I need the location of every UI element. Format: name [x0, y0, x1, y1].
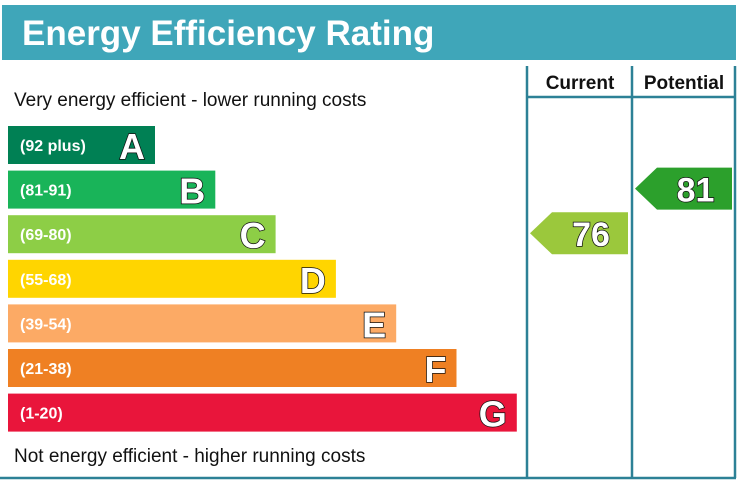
- band-f: (21-38) F: [8, 348, 457, 391]
- column-header-potential: Potential: [644, 73, 724, 94]
- band-range: (39-54): [20, 316, 72, 333]
- band-letter: E: [362, 304, 386, 345]
- current-rating-arrow: 76: [530, 212, 628, 255]
- band-bar: [8, 126, 155, 164]
- band-range: (81-91): [20, 183, 72, 200]
- current-rating-arrow-shape: [530, 212, 628, 255]
- band-letter: D: [300, 260, 326, 301]
- band-range: (69-80): [20, 227, 72, 244]
- band-e: (39-54) E: [8, 304, 397, 346]
- band-d: (55-68) D: [8, 259, 336, 302]
- band-letter: G: [479, 394, 507, 435]
- title-banner: [2, 5, 736, 60]
- potential-rating-arrow-value: 81: [677, 172, 715, 210]
- band-a: (92 plus) A: [8, 125, 155, 168]
- band-letter: A: [119, 126, 145, 167]
- band-range: (55-68): [20, 272, 72, 289]
- potential-rating-arrow: 81: [635, 167, 732, 210]
- column-header-current: Current: [546, 73, 615, 94]
- band-letter: B: [179, 171, 205, 212]
- potential-rating-arrow-shape: [635, 167, 732, 210]
- bottom-note: Not energy efficient - higher running co…: [14, 446, 365, 467]
- band-letter: F: [425, 349, 447, 390]
- chart-title: Energy Efficiency Rating: [22, 14, 434, 53]
- band-range: (1-20): [20, 406, 63, 423]
- band-bar: [8, 393, 517, 432]
- band-bar: [8, 170, 216, 209]
- band-bar: [8, 304, 397, 343]
- top-note: Very energy efficient - lower running co…: [14, 90, 366, 111]
- table-grid: [0, 66, 737, 480]
- band-b: (81-91) B: [8, 170, 216, 212]
- band-letter: C: [240, 215, 266, 256]
- band-bar: [8, 349, 457, 387]
- band-range: (21-38): [20, 361, 72, 378]
- band-bar: [8, 259, 336, 298]
- band-bar: [8, 215, 276, 254]
- band-g: (1-20) G: [8, 393, 517, 435]
- band-range: (92 plus): [20, 138, 86, 155]
- current-rating-arrow-value: 76: [572, 216, 610, 254]
- band-c: (69-80) C: [8, 214, 276, 257]
